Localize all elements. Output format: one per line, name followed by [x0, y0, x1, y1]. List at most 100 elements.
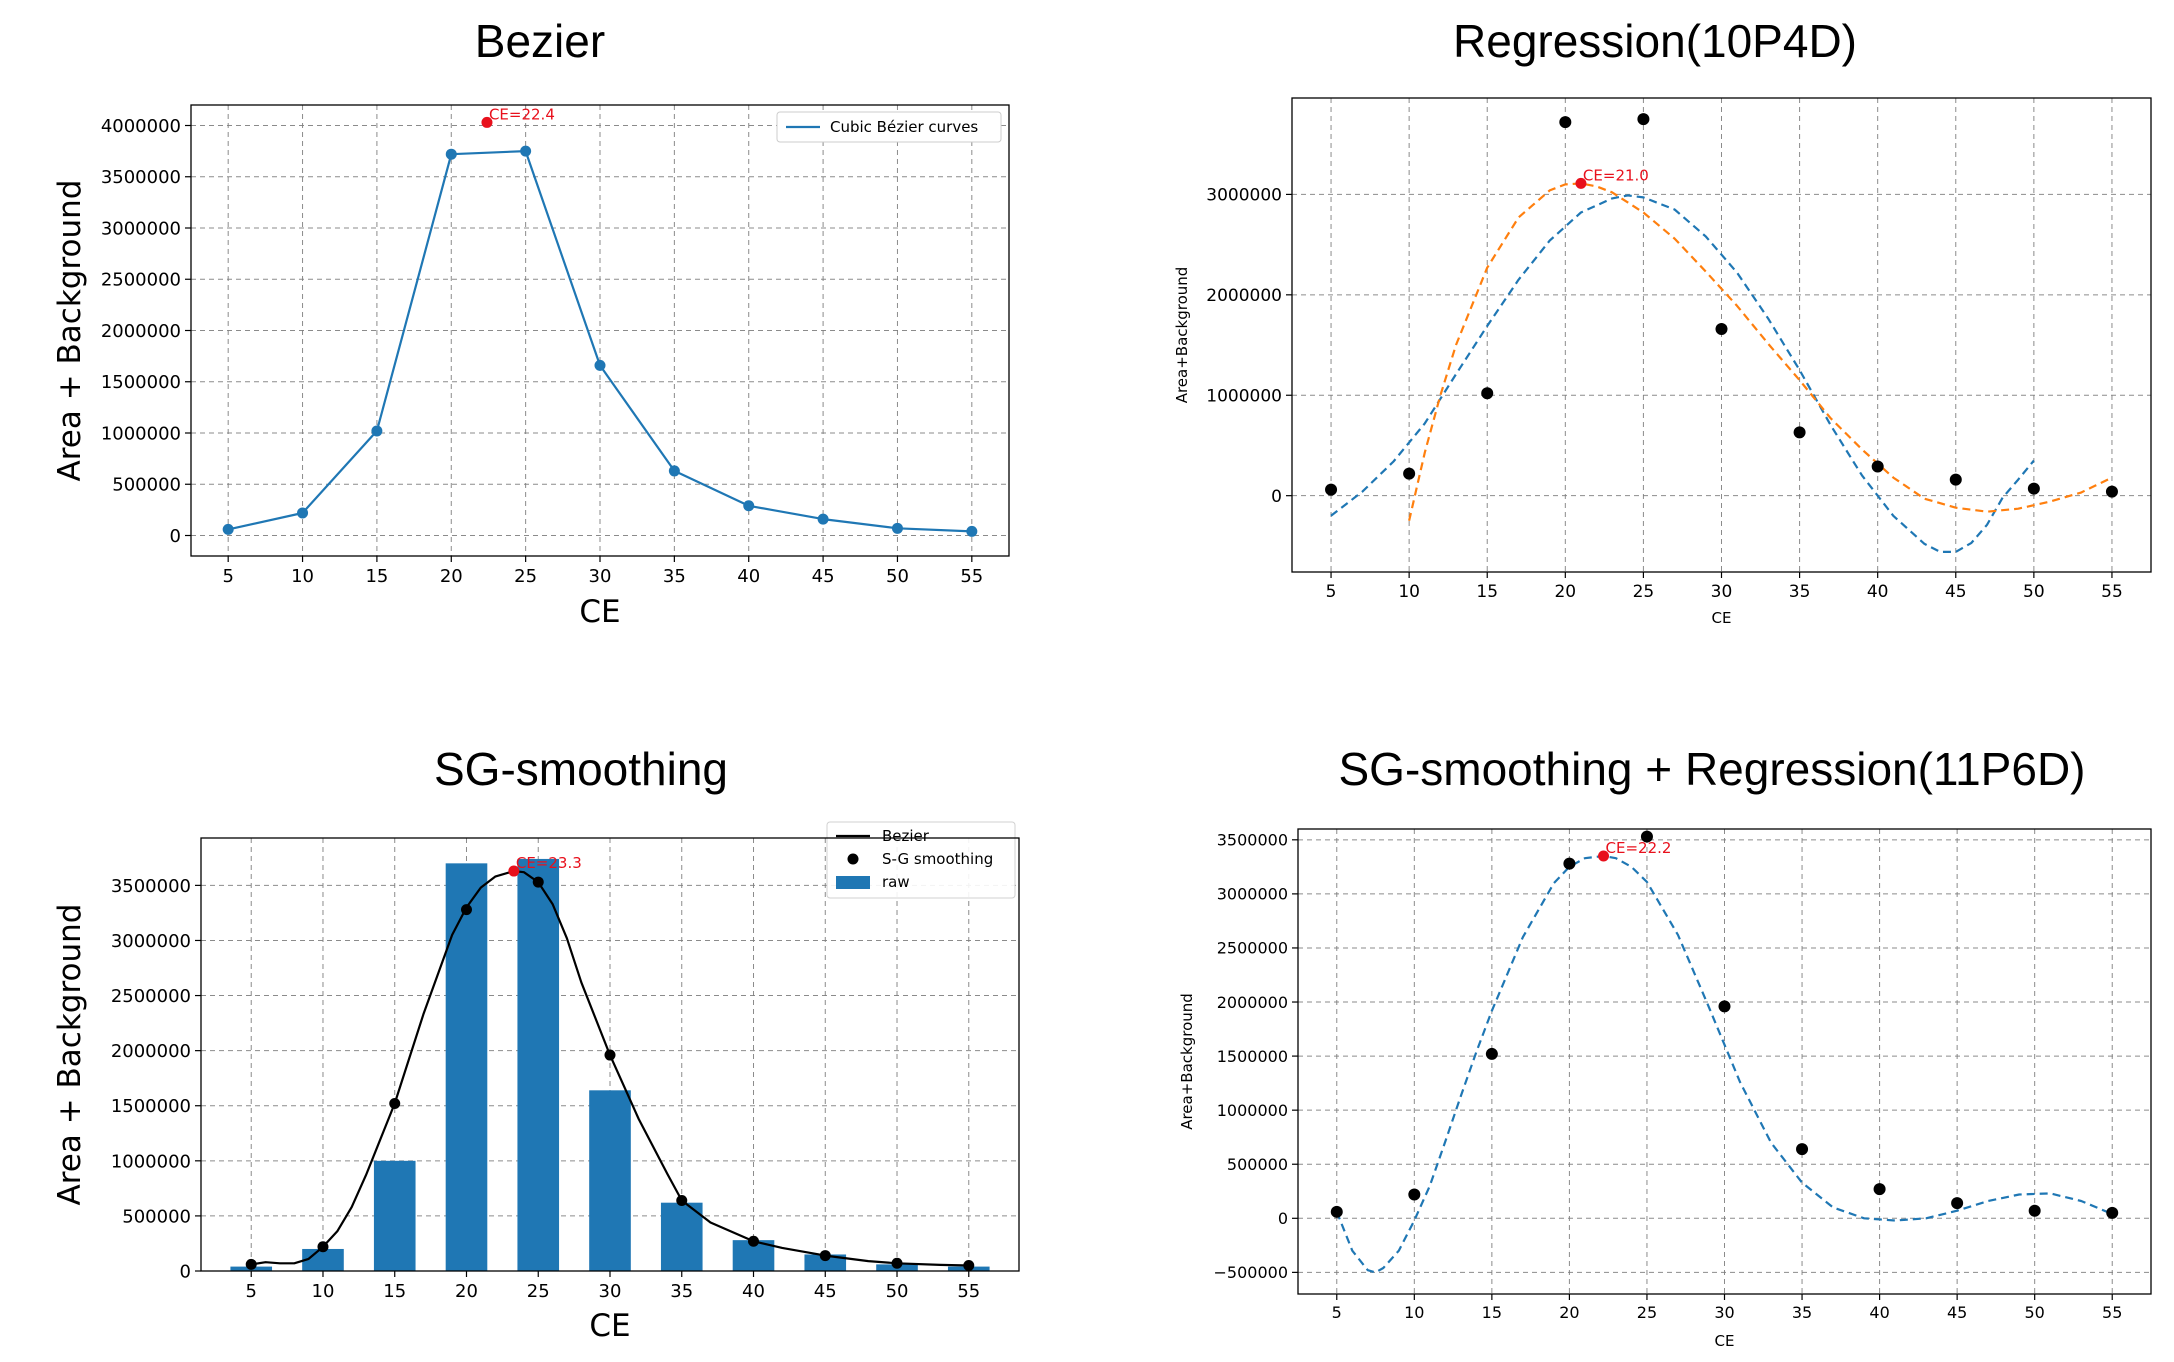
x-tick-label: 10: [291, 566, 314, 587]
x-tick-label: 55: [957, 1281, 980, 1302]
data-point: [1325, 483, 1338, 496]
data-point: [1715, 322, 1728, 335]
legend: Cubic Bézier curves: [776, 111, 1002, 143]
series-point: [222, 523, 234, 535]
chart-title: Bezier: [475, 15, 605, 67]
series-point: [743, 500, 755, 512]
peak-label: CE=22.4: [489, 105, 555, 123]
smoothing-point: [748, 1235, 760, 1247]
legend-box: [826, 821, 1016, 899]
x-tick-label: 35: [670, 1281, 693, 1302]
x-tick-label: 5: [1326, 582, 1337, 602]
data-point: [2106, 1206, 2119, 1219]
x-tick-label: 30: [589, 566, 612, 587]
legend-entry: Cubic Bézier curves: [830, 118, 978, 136]
x-tick-label: 20: [1559, 1303, 1579, 1322]
x-tick-label: 30: [1711, 582, 1733, 602]
peak-marker: [1575, 177, 1587, 189]
x-tick-label: 25: [514, 566, 537, 587]
data-point: [1873, 1183, 1886, 1196]
y-tick-label: 3500000: [101, 167, 181, 188]
data-point: [2105, 485, 2118, 498]
x-tick-label: 45: [812, 566, 835, 587]
series-point: [668, 465, 680, 477]
y-tick-label: 0: [170, 526, 181, 547]
smoothing-point: [819, 1250, 831, 1262]
data-point: [1718, 1000, 1731, 1013]
chart-title: SG-smoothing: [434, 743, 728, 795]
bezier-line: [251, 870, 969, 1267]
bar: [589, 1090, 631, 1271]
data-point: [1403, 467, 1416, 480]
y-tick-label: 1000000: [101, 423, 181, 444]
x-tick-label: 25: [1633, 582, 1655, 602]
y-axis-label: Area+Background: [1173, 267, 1191, 404]
x-tick-label: 55: [2101, 582, 2123, 602]
plot-frame: [190, 104, 1010, 557]
series-point: [445, 148, 457, 160]
data-point: [2028, 1204, 2041, 1217]
legend-swatch-point: [847, 853, 859, 865]
y-tick-label: 2000000: [1206, 286, 1282, 306]
x-tick-label: 25: [1637, 1303, 1657, 1322]
data-point: [2027, 482, 2040, 495]
x-tick-label: 15: [383, 1281, 406, 1302]
x-tick-label: 40: [737, 566, 760, 587]
x-tick-label: 40: [742, 1281, 765, 1302]
x-tick-label: 20: [440, 566, 463, 587]
legend-swatch-bar: [836, 876, 870, 889]
y-tick-label: 1500000: [1217, 1047, 1288, 1066]
data-point: [1949, 473, 1962, 486]
y-tick-label: 3000000: [111, 931, 191, 952]
legend-box: [776, 111, 1002, 143]
plot-area: CE=21.0: [1325, 113, 2118, 553]
y-tick-label: −500000: [1214, 1263, 1288, 1282]
x-tick-label: 5: [1332, 1303, 1342, 1322]
x-tick-label: 45: [1945, 582, 1967, 602]
smoothing-point: [460, 904, 472, 916]
x-tick-label: 15: [1476, 582, 1498, 602]
legend-entry: S-G smoothing: [882, 850, 993, 868]
peak-marker: [1598, 850, 1610, 862]
legend: Bezier S-G smoothing raw: [826, 821, 1016, 899]
smoothing-point: [891, 1257, 903, 1269]
data-point: [1330, 1205, 1343, 1218]
x-tick-label: 50: [886, 566, 909, 587]
smoothing-point: [963, 1259, 975, 1271]
peak-marker: [508, 865, 520, 877]
series-point: [966, 525, 978, 537]
series-point: [371, 425, 383, 437]
y-tick-label: 1500000: [111, 1096, 191, 1117]
data-point: [1637, 113, 1650, 126]
x-tick-label: 10: [312, 1281, 335, 1302]
peak-marker: [481, 116, 493, 128]
data-point: [1563, 857, 1576, 870]
plot-frame: [200, 837, 1020, 1272]
y-tick-label: 2500000: [111, 986, 191, 1007]
y-tick-label: 1000000: [111, 1151, 191, 1172]
bar: [804, 1254, 847, 1271]
smoothing-point: [317, 1241, 329, 1253]
x-tick-label: 35: [1789, 582, 1811, 602]
x-tick-label: 55: [2102, 1303, 2122, 1322]
smoothing-point: [676, 1194, 688, 1206]
x-tick-label: 45: [1947, 1303, 1967, 1322]
x-tick-label: 10: [1398, 582, 1420, 602]
peak-label: CE=22.2: [1606, 839, 1672, 857]
data-point: [1481, 387, 1494, 400]
y-tick-label: 0: [180, 1261, 191, 1282]
y-tick-label: 3000000: [1206, 186, 1282, 206]
bar: [660, 1202, 703, 1271]
y-tick-label: 3000000: [101, 218, 181, 239]
plot-area: CE=22.2: [1330, 830, 2119, 1274]
x-tick-label: 40: [1869, 1303, 1889, 1322]
plot-area: CE=22.4: [222, 105, 978, 537]
y-tick-label: 1000000: [1206, 386, 1282, 406]
y-tick-label: 2000000: [101, 321, 181, 342]
x-tick-label: 45: [814, 1281, 837, 1302]
y-tick-label: 500000: [112, 475, 181, 496]
bar: [373, 1160, 416, 1271]
y-tick-label: 0: [1278, 1209, 1288, 1228]
chart-title: SG-smoothing + Regression(11P6D): [1339, 743, 2086, 795]
x-tick-label: 40: [1867, 582, 1889, 602]
